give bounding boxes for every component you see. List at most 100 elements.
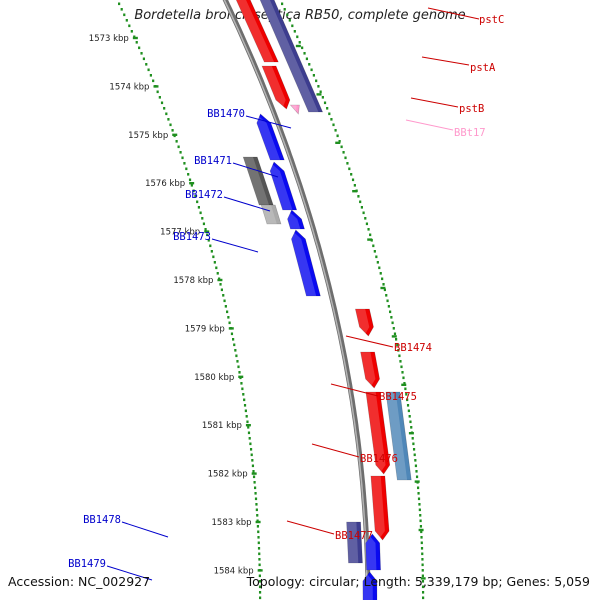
inner-track-dot xyxy=(135,41,138,44)
outer-track-dot xyxy=(323,101,327,105)
outer-track-dot xyxy=(417,497,421,501)
inner-track-dot xyxy=(138,46,141,50)
label-bb1477-leader xyxy=(286,520,335,535)
inner-track-dot xyxy=(256,525,260,528)
label-bb1470-leader xyxy=(245,115,292,129)
label-bb1473-leader xyxy=(211,238,259,253)
outer-track-dot xyxy=(421,591,425,594)
inner-track-dot xyxy=(240,382,243,385)
gene-bb1478-part-shade xyxy=(346,522,359,563)
outer-track-dot xyxy=(410,426,413,429)
inner-track-dot xyxy=(251,459,254,462)
inner-track-dot xyxy=(257,530,260,534)
outer-track-dot xyxy=(350,173,353,176)
inner-track-dot xyxy=(185,167,188,171)
outer-track-dot xyxy=(348,167,351,171)
gene-bb1479 xyxy=(362,571,378,600)
outer-track-dot xyxy=(420,536,423,539)
inner-track-dot xyxy=(243,404,247,407)
outer-track-dot xyxy=(411,437,414,440)
inner-track-dot xyxy=(202,222,206,226)
kbp-tick-label: 1573 kbp xyxy=(89,34,129,44)
gene-labels: BB1470 BB1471 BB1472 BB1473 BB1478 BB1479 pstC… xyxy=(68,14,504,570)
gene-bb1477-shade xyxy=(370,476,385,540)
inner-track-dot xyxy=(160,101,164,105)
inner-track-dot xyxy=(179,151,182,154)
outer-track-dot xyxy=(412,442,415,446)
backbone-line xyxy=(222,0,371,600)
outer-track-dot xyxy=(330,118,333,121)
outer-track-dot xyxy=(319,90,322,94)
genome-title: Bordetella bronchiseptica RB50, complete… xyxy=(134,8,466,23)
outer-track-dot xyxy=(308,63,311,66)
label-bb1471: BB1471 xyxy=(194,155,232,167)
gene-features xyxy=(235,0,412,600)
label-bb1479: BB1479 xyxy=(68,558,106,570)
inner-track-dot xyxy=(241,387,244,391)
inner-track-dot xyxy=(250,453,253,457)
inner-track-dot xyxy=(253,486,257,490)
label-bb1477: BB1477 xyxy=(335,530,373,542)
label-bb1472-leader xyxy=(223,196,271,212)
inner-track-dot xyxy=(156,90,159,94)
inner-track-dot xyxy=(258,591,262,594)
inner-track-dot xyxy=(258,552,261,556)
inner-track-dot xyxy=(257,536,260,539)
inner-track-dot xyxy=(219,283,222,286)
outer-track-dot xyxy=(381,277,384,281)
outer-track-dot xyxy=(412,448,416,451)
gene-bb1471-shade xyxy=(269,162,293,210)
gene-bbt17-shade xyxy=(290,105,297,114)
outer-track-dot xyxy=(317,85,320,88)
kbp-tick-label: 1583 kbp xyxy=(212,518,252,528)
inner-track-dot xyxy=(165,112,168,116)
gene-bb1473-shade xyxy=(291,230,317,296)
inner-track-dot xyxy=(220,288,223,292)
kbp-tick-label: 1575 kbp xyxy=(128,131,168,141)
label-bb1478-leader xyxy=(121,521,169,538)
outer-track-dot xyxy=(399,360,402,363)
inner-track-dot xyxy=(258,558,261,561)
inner-track-dot xyxy=(210,250,213,253)
outer-track-dot xyxy=(421,580,425,583)
inner-track-dot xyxy=(256,514,259,517)
outer-track-dot xyxy=(375,255,378,259)
outer-track-dot xyxy=(340,145,343,149)
inner-track-dot xyxy=(147,68,150,72)
label-pstb-leader xyxy=(410,97,459,108)
outer-track-dot xyxy=(283,8,286,11)
gene-bb1476-red xyxy=(365,391,391,475)
genome-backbone xyxy=(222,0,371,600)
outer-track-dot xyxy=(305,57,309,61)
outer-track-dot xyxy=(376,261,379,264)
outer-track-dot xyxy=(346,162,349,165)
gene-pstb xyxy=(261,65,291,110)
inner-track-dot xyxy=(255,503,258,506)
label-bb1478: BB1478 xyxy=(83,514,121,526)
gene-psta-part xyxy=(259,0,324,113)
label-bb1474-leader xyxy=(345,335,394,348)
label-bb1473: BB1473 xyxy=(173,231,211,243)
outer-track-dot xyxy=(351,178,355,182)
inner-track-dot xyxy=(142,57,146,61)
inner-track-dot xyxy=(209,244,212,248)
gene-bb1473 xyxy=(291,229,321,297)
outer-track-dot xyxy=(326,107,329,110)
outer-track-dot xyxy=(421,563,424,567)
outer-track-dot xyxy=(291,24,294,28)
inner-track-dot xyxy=(190,184,193,187)
outer-track-dot xyxy=(420,541,423,545)
outer-track-dot xyxy=(400,365,403,369)
gene-bb1475 xyxy=(360,351,380,389)
outer-track-dot xyxy=(421,574,424,578)
inner-track-dot xyxy=(183,162,186,165)
inner-track-dot xyxy=(130,30,133,33)
outer-track-dot xyxy=(328,112,331,116)
inner-track-dot xyxy=(167,118,170,121)
kbp-tick-label: 1580 kbp xyxy=(194,373,234,383)
inner-track-dot xyxy=(169,123,172,127)
outer-track-dot xyxy=(336,134,339,138)
gene-psta-part-shade xyxy=(260,0,319,112)
inner-track-dot xyxy=(228,321,231,325)
